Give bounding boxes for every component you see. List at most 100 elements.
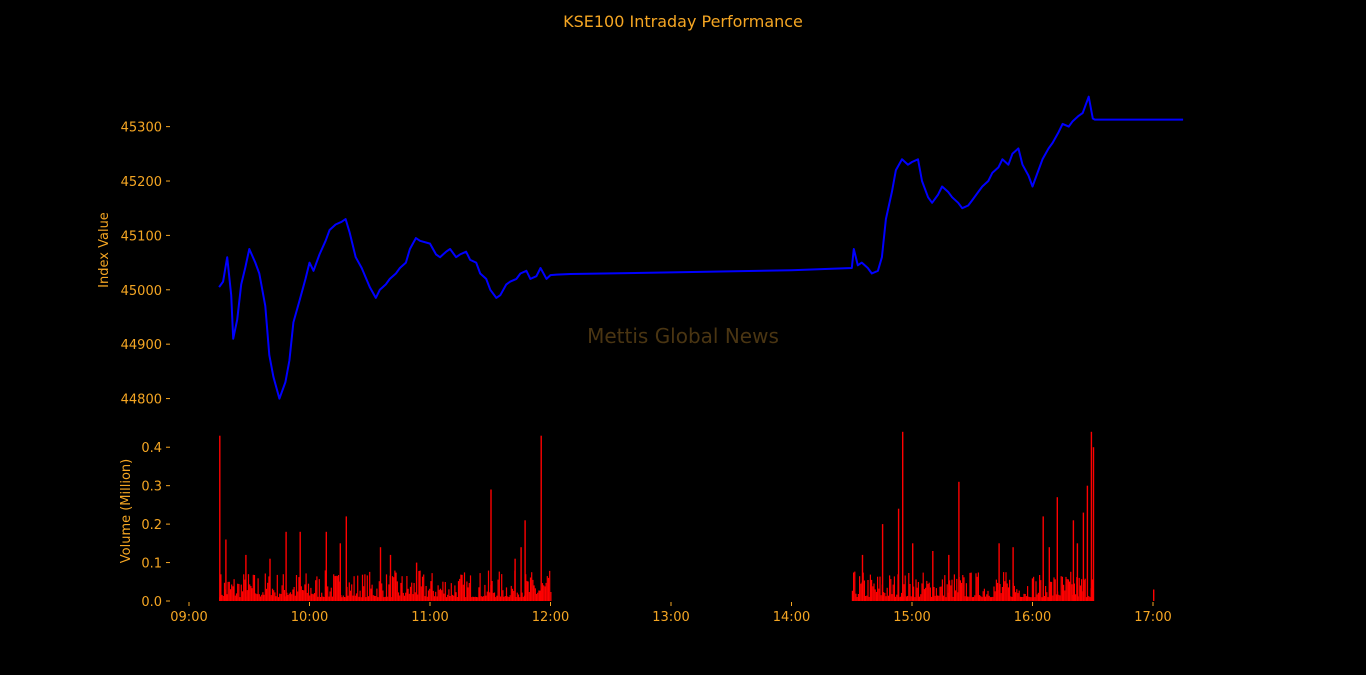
price-tick-label: 44900 (121, 338, 162, 353)
volume-bar (220, 574, 222, 601)
volume-bar (534, 588, 536, 601)
volume-bar (874, 589, 876, 601)
volume-bars (219, 431, 1155, 601)
volume-spike-bar (1153, 589, 1155, 601)
volume-tick-label: 0.4 (141, 441, 162, 456)
volume-bar (1024, 594, 1026, 601)
volume-bar (273, 590, 275, 601)
volume-spike-bar (1056, 497, 1058, 601)
volume-bar (910, 596, 912, 601)
volume-bar (354, 595, 356, 601)
volume-bar (324, 570, 326, 601)
volume-bar (857, 594, 859, 601)
volume-bar (1088, 596, 1090, 601)
volume-bar (909, 584, 911, 601)
volume-spike-bar (881, 524, 884, 601)
volume-bar (1013, 585, 1015, 601)
volume-bar (985, 596, 987, 601)
volume-spike-bar (285, 531, 287, 601)
volume-bar (892, 584, 894, 601)
volume-bar (1079, 585, 1081, 601)
volume-spike-bar (1090, 431, 1093, 601)
volume-bar (539, 590, 541, 601)
volume-bar (403, 595, 406, 601)
volume-bar (929, 587, 931, 601)
volume-spike-bar (1076, 543, 1079, 601)
volume-bar (297, 591, 299, 601)
volume-bar (395, 572, 397, 601)
volume-bar (511, 588, 514, 601)
volume-bar (928, 582, 930, 601)
volume-bar (264, 573, 266, 601)
volume-bar (1018, 590, 1020, 601)
volume-bar (279, 593, 281, 601)
volume-bar (439, 588, 442, 601)
volume-bar (353, 576, 355, 601)
volume-bar (901, 592, 903, 601)
volume-bar (277, 597, 280, 601)
volume-bar (363, 586, 365, 601)
volume-bar (366, 575, 368, 601)
volume-bar (288, 593, 290, 601)
volume-bar (1049, 581, 1051, 601)
volume-bar (414, 592, 416, 601)
volume-bar (1010, 596, 1012, 601)
volume-bar (283, 590, 286, 601)
volume-bar (373, 595, 376, 601)
volume-spike-bar (932, 551, 934, 601)
volume-bar (957, 592, 959, 601)
volume-bar (268, 576, 270, 601)
volume-bar (851, 590, 853, 601)
volume-bar (310, 587, 312, 601)
volume-spike-bar (415, 562, 418, 601)
volume-bar (1017, 593, 1019, 601)
volume-bar (364, 574, 366, 601)
time-axis: 09:00 10:00 11:00 12:00 13:00 14:00 15:00 16:00… (170, 602, 1172, 625)
volume-bar (1007, 587, 1009, 601)
volume-bar (399, 595, 401, 601)
volume-bar (319, 597, 322, 601)
volume-bar (275, 596, 277, 601)
volume-bar (306, 592, 308, 601)
volume-bar (1053, 577, 1055, 601)
volume-bar (432, 590, 434, 601)
volume-bar (251, 588, 253, 601)
volume-bar (1029, 597, 1031, 601)
volume-bar (965, 583, 967, 601)
volume-bar (385, 574, 388, 601)
volume-bar (437, 585, 439, 601)
volume-bar (1060, 576, 1062, 601)
volume-bar (369, 571, 371, 601)
time-tick-label: 10:00 (291, 610, 328, 625)
volume-bar (241, 591, 244, 601)
volume-bar (962, 575, 964, 601)
volume-bar (907, 595, 909, 601)
volume-bar (1045, 586, 1047, 601)
volume-bar (1027, 586, 1029, 601)
volume-bar (521, 592, 523, 601)
volume-bar (503, 596, 505, 601)
volume-bar (531, 572, 533, 601)
volume-bar (405, 592, 407, 601)
volume-bar (939, 586, 941, 601)
volume-bar (441, 590, 443, 601)
volume-bar (318, 579, 320, 601)
volume-bar (893, 576, 895, 601)
volume-bar (931, 596, 933, 601)
volume-bar (468, 583, 470, 601)
volume-bar (866, 595, 868, 601)
volume-bar (545, 582, 547, 601)
volume-bar (265, 588, 268, 601)
volume-bar (424, 596, 426, 601)
volume-bar (916, 587, 918, 601)
volume-bar (951, 579, 953, 601)
volume-bar (282, 574, 284, 601)
volume-bar (543, 585, 545, 601)
volume-bar (507, 596, 509, 601)
volume-bar (469, 575, 472, 601)
volume-bar (495, 597, 497, 601)
volume-spike-bar (897, 508, 900, 601)
volume-bar (294, 595, 296, 601)
volume-bar (429, 588, 431, 601)
